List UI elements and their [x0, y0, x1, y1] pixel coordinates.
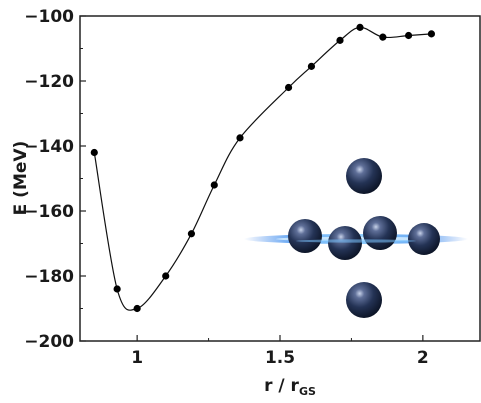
sphere-top	[346, 158, 382, 194]
data-point	[307, 62, 316, 70]
data-point	[210, 181, 218, 189]
x-tick-label: 1	[131, 348, 143, 368]
y-tick-label: −120	[24, 72, 74, 92]
sphere-front	[328, 226, 362, 260]
data-point	[427, 30, 436, 38]
y-tick-label: −160	[24, 202, 74, 222]
data-point	[379, 33, 387, 41]
disk-halo-front	[296, 239, 416, 243]
sphere-right	[408, 223, 440, 255]
x-tick-label: 2	[417, 348, 429, 368]
data-point	[356, 23, 364, 31]
y-tick-label: −200	[24, 332, 74, 352]
y-tick-label: −140	[24, 137, 74, 157]
sphere-back	[363, 216, 397, 250]
series-points	[90, 23, 436, 313]
y-axis-label: E (MeV)	[11, 141, 31, 216]
data-point	[284, 83, 293, 92]
x-axis-label: r / rGS	[264, 376, 316, 398]
y-tick-label: −100	[24, 7, 74, 27]
x-axis-label-main: r / r	[264, 376, 299, 396]
sphere-bottom	[346, 282, 382, 318]
y-tick-label: −180	[24, 267, 74, 287]
series-line	[93, 26, 432, 311]
x-axis-label-subscript: GS	[299, 385, 316, 398]
data-point	[187, 230, 196, 238]
data-point	[404, 31, 413, 40]
x-axis-ticks: 1 1.5 2	[131, 335, 429, 368]
y-axis-ticks: −200 −180 −160 −140 −120 −100	[24, 7, 86, 352]
data-point	[113, 285, 121, 293]
data-point	[162, 272, 170, 280]
nucleus-cluster-illustration	[244, 158, 468, 318]
data-point	[336, 36, 344, 44]
sphere-left	[288, 219, 322, 253]
data-point	[133, 304, 141, 313]
plot-frame	[79, 15, 481, 342]
x-tick-label: 1.5	[265, 348, 295, 368]
data-point	[236, 134, 244, 142]
data-point	[90, 148, 98, 157]
